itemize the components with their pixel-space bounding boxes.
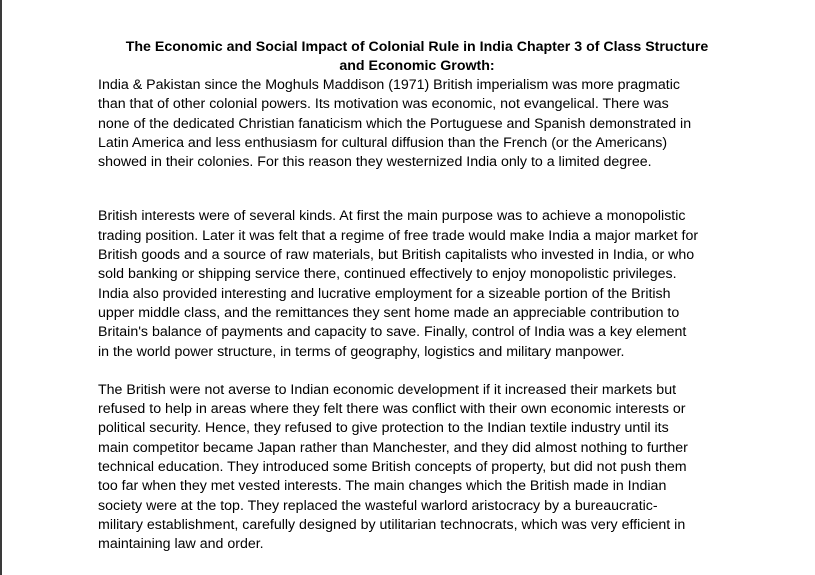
document-page: The Economic and Social Impact of Coloni… (98, 38, 728, 555)
paragraph-economic-development: The British were not averse to Indian ec… (98, 381, 688, 553)
paragraph-intro: India & Pakistan since the Moghuls Maddi… (98, 77, 692, 171)
page-edge-divider (0, 0, 2, 575)
paragraph-british-interests: British interests were of several kinds.… (98, 208, 699, 360)
document-title: The Economic and Social Impact of Coloni… (125, 39, 709, 74)
